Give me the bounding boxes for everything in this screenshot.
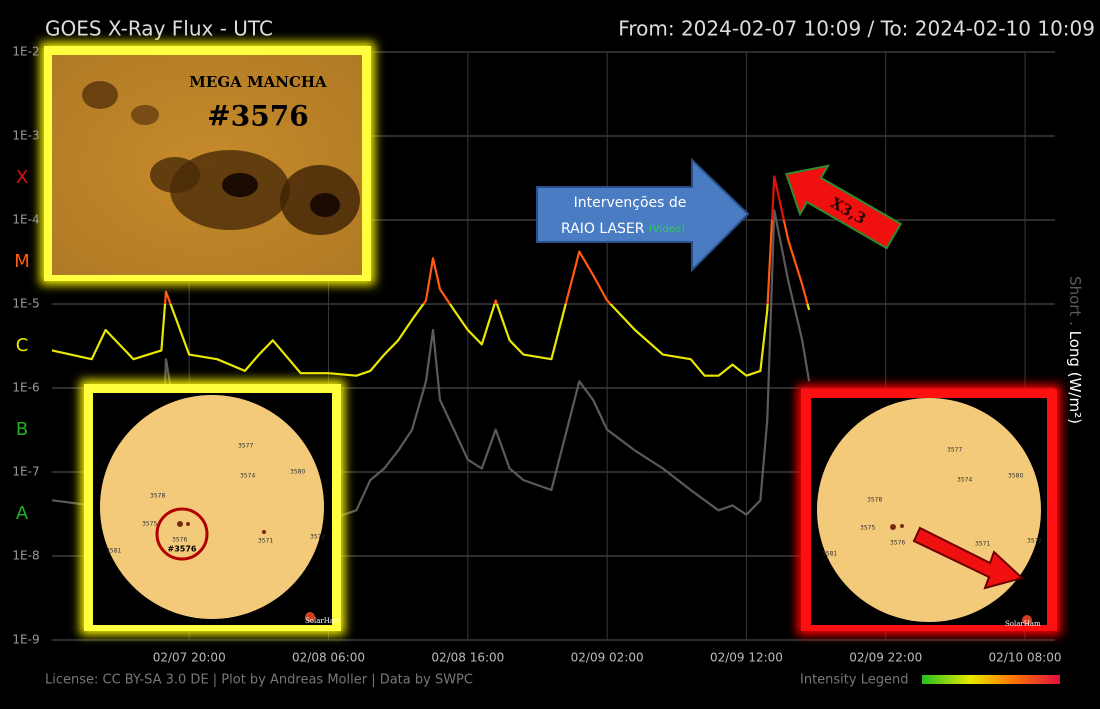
arrow-text: RAIO LASER	[561, 221, 645, 237]
flare-class-label: C	[16, 335, 29, 356]
flare-arrow: X3,3	[784, 164, 903, 250]
y-tick-label: 1E-4	[12, 213, 39, 227]
x-tick-label: 02/08 16:00	[431, 651, 504, 665]
flare-class-label: A	[16, 503, 29, 524]
region-label: 3576	[890, 540, 905, 547]
x-tick-label: 02/09 12:00	[710, 651, 783, 665]
region-label: 3576	[172, 537, 187, 544]
right-disc-image: 3577 3574 3580 3578 3575 3576 3581 3571 …	[797, 385, 1061, 635]
legend-entry: Short .	[1067, 276, 1085, 326]
region-label: 3581	[822, 551, 837, 558]
intensity-legend-label: Intensity Legend	[800, 673, 908, 688]
flare-class-label: X	[16, 167, 28, 188]
x-tick-label: 02/10 08:00	[989, 651, 1062, 665]
region-label: 3578	[150, 493, 165, 500]
x-tick-label: 02/09 22:00	[849, 651, 922, 665]
region-label: 3574	[957, 477, 972, 484]
y-tick-label: 1E-6	[12, 381, 39, 395]
legend: Short . Long (W/m²)	[1067, 276, 1085, 424]
region-label: 3577	[238, 443, 253, 450]
circled-region: #3576	[168, 545, 197, 554]
sunspot-photo: MEGA MANCHA #3576	[40, 42, 375, 285]
region-label: 3575	[860, 525, 875, 532]
region-label: 3574	[240, 473, 255, 480]
flare-class-label: M	[14, 251, 30, 272]
y-tick-label: 1E-9	[12, 633, 39, 647]
sunspot-number: #3576	[207, 100, 308, 133]
sunspot-title: MEGA MANCHA	[189, 73, 327, 91]
y-tick-label: 1E-7	[12, 465, 39, 479]
credit: SolarHam	[305, 617, 341, 625]
region-label: 3577	[947, 447, 962, 454]
region-label: 3578	[867, 497, 882, 504]
x-tick-label: 02/07 20:00	[153, 651, 226, 665]
y-tick-label: 1E-5	[12, 297, 39, 311]
region-label: 3571	[258, 538, 273, 545]
pointer-arrow	[912, 526, 1025, 590]
x-tick-label: 02/09 02:00	[571, 651, 644, 665]
arrow-text: Intervenções de	[574, 195, 687, 211]
y-tick-label: 1E-2	[12, 45, 39, 59]
region-label: 3581	[106, 548, 121, 555]
region-label: 3572	[310, 534, 325, 541]
date-range: From: 2024-02-07 10:09 / To: 2024-02-10 …	[618, 17, 1095, 41]
legend-entry: Long (W/m²)	[1067, 331, 1085, 424]
y-tick-label: 1E-8	[12, 549, 39, 563]
region-label: 3580	[1008, 473, 1023, 480]
flare-class-label: B	[16, 419, 28, 440]
x-tick-label: 02/08 06:00	[292, 651, 365, 665]
region-label: 3572	[1027, 538, 1042, 545]
left-disc-image: 3577 3574 3580 3578 3575 3576 3581 3571 …	[80, 380, 345, 635]
y-tick-label: 1E-3	[12, 129, 39, 143]
region-label: 3580	[290, 469, 305, 476]
series-line	[51, 175, 811, 377]
region-label: 3571	[975, 541, 990, 548]
arrow-text: RAIO LASER (Vídeo)	[561, 221, 685, 237]
video-link[interactable]: (Vídeo)	[649, 223, 685, 235]
credit: SolarHam	[1005, 620, 1041, 628]
chart-title: GOES X-Ray Flux - UTC	[45, 17, 273, 41]
laser-arrow: Intervenções de RAIO LASER (Vídeo)	[536, 157, 750, 273]
footer: License: CC BY-SA 3.0 DE | Plot by Andre…	[45, 673, 473, 688]
intensity-legend-bar	[922, 675, 1060, 684]
region-label: 3575	[142, 521, 157, 528]
